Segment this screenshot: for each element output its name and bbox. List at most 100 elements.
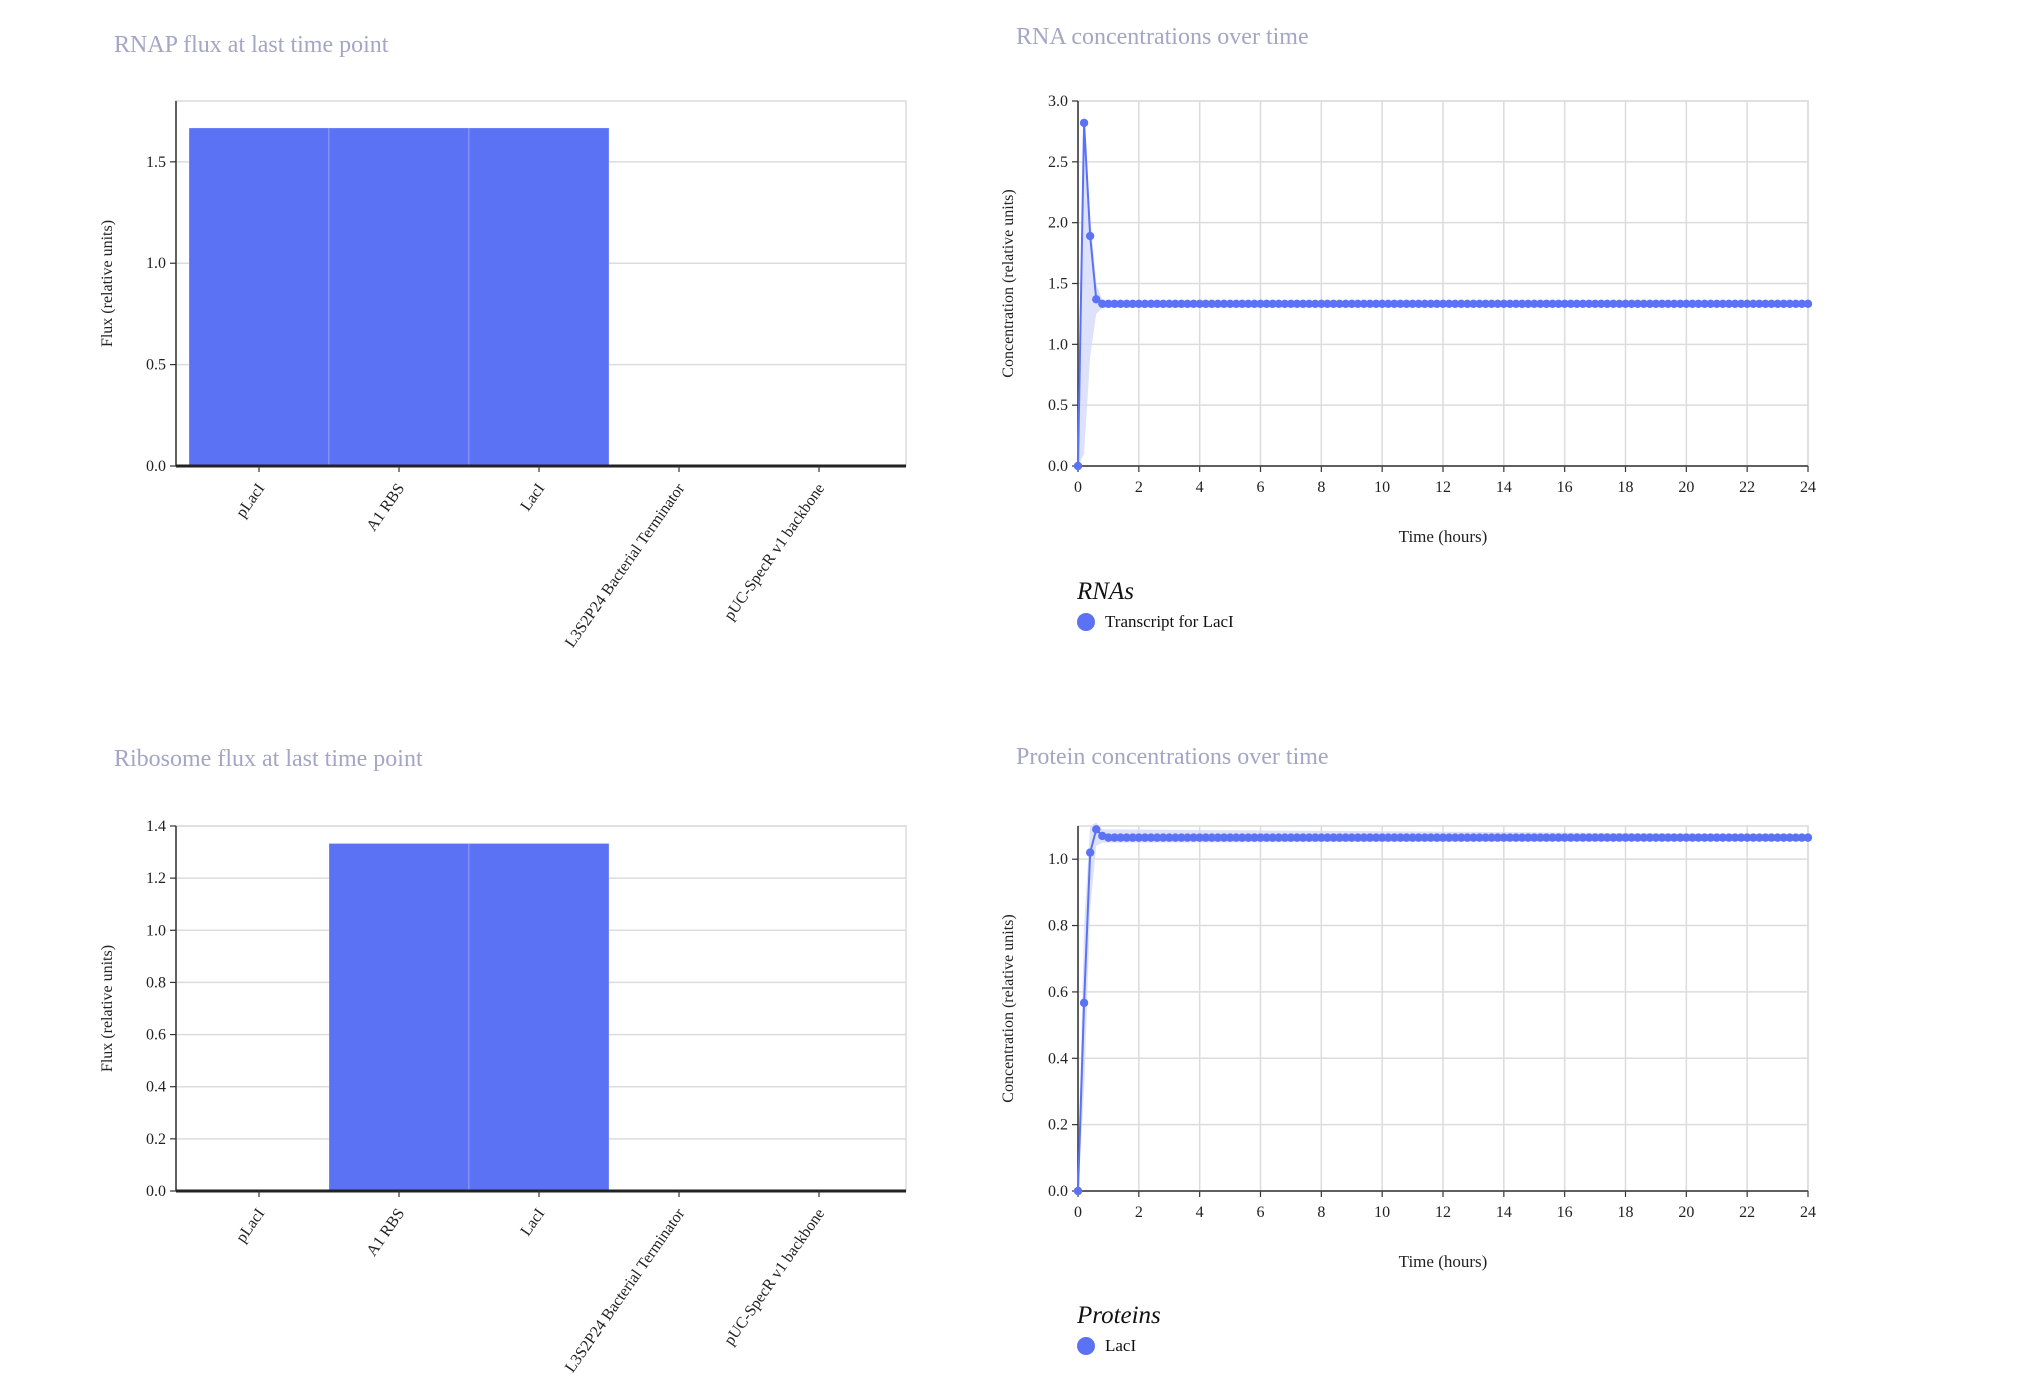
data-point	[1347, 299, 1356, 309]
data-point	[1140, 833, 1150, 842]
data-point	[1414, 833, 1423, 842]
data-point	[1414, 299, 1423, 309]
y-tick-label: 0.8	[146, 974, 166, 991]
data-point	[1323, 833, 1332, 842]
rnap-flux-chart: 0.0 0.5 1.0 1.5 pLacI A1 RBS LacI L3S2P24 Bacte…	[99, 100, 907, 651]
data-point	[1207, 299, 1217, 309]
data-point	[1317, 299, 1326, 309]
data-point	[1128, 299, 1137, 309]
data-point	[1651, 833, 1661, 842]
data-point	[1761, 299, 1770, 309]
data-point	[1463, 833, 1472, 842]
data-point	[1773, 833, 1782, 842]
y-tick-label: 0.0	[1048, 458, 1068, 475]
data-point	[1779, 833, 1788, 842]
data-point	[1079, 118, 1089, 128]
x-tick-label: 4	[1196, 479, 1204, 496]
x-tick-label: 6	[1257, 479, 1265, 496]
y-tick-label: 0.6	[146, 1027, 166, 1044]
y-tick-label: 1.5	[146, 154, 166, 171]
data-point	[1663, 833, 1673, 842]
x-tick-label: LacI	[518, 481, 549, 515]
data-point	[1146, 299, 1156, 309]
data-point	[1438, 299, 1448, 309]
data-point	[1493, 299, 1502, 309]
data-point	[1761, 833, 1770, 842]
data-point	[1219, 833, 1229, 842]
data-point	[1311, 299, 1320, 309]
data-point	[1676, 299, 1685, 309]
data-point	[1633, 833, 1642, 842]
x-tick-label: 8	[1317, 1204, 1325, 1221]
data-point	[1171, 833, 1180, 842]
y-tick-label: 0.0	[1048, 1183, 1068, 1200]
y-tick-label: 1.0	[146, 922, 166, 939]
x-tick-label: L3S2P24 Bacterial Terminator	[562, 480, 689, 651]
data-point	[1511, 299, 1521, 309]
rnap-flux-panel: RNAP flux at last time point 0.0 0.5 1.0 1.…	[0, 0, 980, 680]
bar	[328, 842, 470, 1192]
data-point	[1469, 299, 1478, 309]
data-point	[1377, 833, 1387, 842]
data-point	[1432, 833, 1442, 842]
data-point	[1523, 299, 1533, 309]
data-point	[1785, 833, 1794, 842]
x-tick-label: 24	[1800, 1204, 1816, 1221]
y-tick-label: 0.4	[146, 1079, 166, 1096]
data-point	[1621, 299, 1630, 309]
data-point	[1104, 299, 1113, 309]
x-axis-label: Time (hours)	[1399, 1252, 1488, 1271]
data-point	[1292, 833, 1302, 842]
data-point	[1615, 299, 1624, 309]
data-point	[1578, 299, 1588, 309]
data-point	[1262, 833, 1271, 842]
data-point	[1183, 833, 1192, 842]
data-point	[1359, 299, 1369, 309]
data-point	[1560, 299, 1569, 309]
data-point	[1469, 833, 1478, 842]
data-point	[1298, 833, 1308, 842]
data-point	[1274, 833, 1283, 842]
x-tick-label: A1 RBS	[363, 1206, 408, 1260]
data-point	[1517, 833, 1527, 842]
x-tick-label: 2	[1135, 1204, 1143, 1221]
y-axis-label: Concentration (relative units)	[1000, 189, 1017, 377]
y-tick-label: 0.0	[146, 1183, 166, 1200]
data-point	[1627, 299, 1636, 309]
data-point	[1165, 299, 1174, 309]
data-point	[1292, 299, 1302, 309]
data-point	[1408, 299, 1417, 309]
data-point	[1718, 299, 1728, 309]
x-tick-label: 10	[1374, 479, 1390, 496]
data-point	[1341, 299, 1350, 309]
data-point	[1250, 299, 1259, 309]
data-point	[1517, 299, 1527, 309]
data-point	[1158, 299, 1168, 309]
data-point	[1669, 299, 1679, 309]
data-point	[1304, 299, 1314, 309]
data-point	[1402, 833, 1411, 842]
x-tick-label: pUC-SpecR v1 backbone	[721, 1206, 828, 1349]
chart-title: Ribosome flux at last time point	[114, 746, 423, 772]
data-point	[1724, 833, 1734, 842]
data-point	[1755, 299, 1764, 309]
data-point	[1475, 833, 1484, 842]
data-point	[1365, 299, 1375, 309]
data-point	[1572, 833, 1582, 842]
data-point	[1189, 299, 1198, 309]
data-point	[1584, 833, 1594, 842]
data-point	[1134, 299, 1144, 309]
data-point	[1152, 299, 1162, 309]
chart-title: Protein concentrations over time	[1016, 744, 1329, 770]
y-tick-label: 1.2	[146, 870, 166, 887]
y-axis-label: Flux (relative units)	[99, 945, 116, 1072]
data-point	[1238, 833, 1247, 842]
x-tick-label: pLacI	[233, 1206, 268, 1246]
data-point	[1645, 299, 1655, 309]
data-point	[1700, 833, 1709, 842]
data-point	[1481, 299, 1490, 309]
data-point	[1767, 299, 1776, 309]
data-point	[1329, 299, 1338, 309]
x-tick-label: 22	[1739, 479, 1755, 496]
data-point	[1195, 833, 1204, 842]
